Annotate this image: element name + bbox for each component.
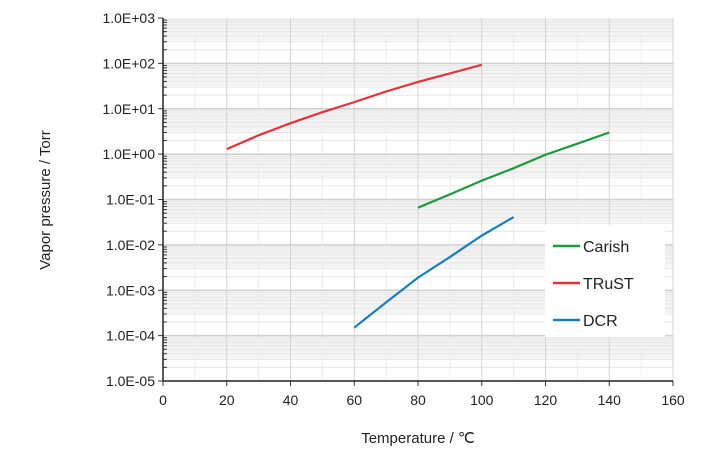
axes [158, 17, 674, 386]
y-tick-label: 1.0E-04 [106, 328, 155, 344]
legend-label-trust: TRuST [583, 276, 634, 293]
tick-labels: 1.0E-05 1.0E-04 1.0E-03 1.0E-02 1.0E-01 1.0E+… [102, 10, 684, 408]
y-tick-label: 1.0E-05 [106, 373, 155, 389]
y-tick-label: 1.0E-02 [106, 237, 155, 253]
x-axis-label: Temperature / ℃ [361, 430, 475, 447]
x-tick-label: 40 [283, 392, 299, 408]
legend-label-carish: Carish [583, 239, 629, 256]
x-tick-label: 60 [346, 392, 362, 408]
series-line-dcr [353, 216, 515, 329]
legend: Carish TRuST DCR [545, 225, 665, 337]
x-tick-label: 0 [159, 392, 167, 408]
y-tick-label: 1.0E+02 [102, 55, 155, 71]
legend-box [545, 225, 665, 337]
series-lines [226, 63, 610, 329]
legend-label-dcr: DCR [583, 313, 618, 330]
y-tick-label: 1.0E+00 [102, 146, 155, 162]
x-tick-label: 20 [219, 392, 235, 408]
series-line-trust [226, 63, 483, 151]
x-tick-label: 80 [410, 392, 426, 408]
x-tick-label: 120 [534, 392, 558, 408]
y-tick-label: 1.0E+03 [102, 10, 155, 26]
y-tick-label: 1.0E-01 [106, 192, 155, 208]
x-tick-label: 160 [661, 392, 685, 408]
x-tick-label: 100 [470, 392, 494, 408]
y-tick-label: 1.0E-03 [106, 282, 155, 298]
series-line-carish [417, 131, 610, 209]
y-axis-label: Vapor pressure / Torr [37, 130, 54, 270]
y-tick-label: 1.0E+01 [102, 101, 155, 117]
x-tick-label: 140 [598, 392, 622, 408]
